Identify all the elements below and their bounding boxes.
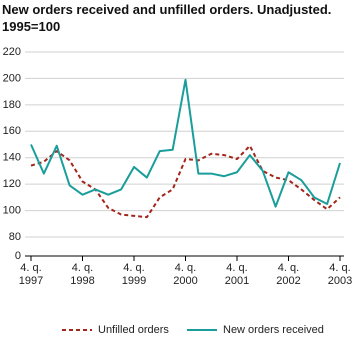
y-tick-label: 180 bbox=[3, 99, 21, 111]
chart-title: New orders received and unfilled orders.… bbox=[2, 2, 332, 17]
y-tick-label: 200 bbox=[3, 72, 21, 84]
x-tick-label: 4. q. 1997 bbox=[18, 262, 44, 287]
y-tick-label: 160 bbox=[3, 125, 21, 137]
legend-label: Unfilled orders bbox=[98, 324, 169, 336]
x-tick-label: 4. q. 2003 bbox=[327, 262, 353, 287]
y-tick-label: 0 bbox=[15, 250, 21, 262]
y-tick-label: 120 bbox=[3, 178, 21, 190]
x-tick-label: 4. q. 2001 bbox=[224, 262, 250, 287]
line-series bbox=[30, 144, 341, 219]
y-tick-label: 100 bbox=[3, 204, 21, 216]
y-tick-label: 80 bbox=[9, 231, 21, 243]
chart-subtitle: 1995=100 bbox=[2, 19, 61, 34]
x-tick-label: 4. q. 1998 bbox=[70, 262, 95, 287]
x-tick-label: 4. q. 2002 bbox=[276, 262, 301, 287]
x-tick-label: 4. q. 2000 bbox=[173, 262, 198, 287]
y-tick-label: 140 bbox=[3, 152, 21, 164]
legend-label: New orders received bbox=[223, 324, 324, 336]
line-series bbox=[30, 78, 341, 208]
y-tick-label: 220 bbox=[3, 46, 21, 58]
x-tick-label: 4. q. 1999 bbox=[121, 262, 147, 287]
